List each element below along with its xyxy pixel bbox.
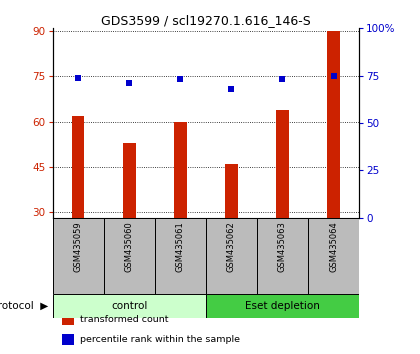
- Point: [75, 75, 81, 80]
- Bar: [104, 218, 155, 293]
- Bar: [62, 334, 74, 344]
- Bar: [123, 143, 136, 218]
- Text: GSM435059: GSM435059: [74, 222, 83, 272]
- Point: [126, 80, 133, 86]
- Text: GSM435063: GSM435063: [278, 222, 287, 273]
- Text: transformed count: transformed count: [80, 315, 168, 324]
- Text: GSM435064: GSM435064: [329, 222, 338, 272]
- Text: protocol  ▶: protocol ▶: [0, 301, 48, 311]
- Title: GDS3599 / scl19270.1.616_146-S: GDS3599 / scl19270.1.616_146-S: [101, 14, 311, 27]
- Bar: [206, 293, 359, 318]
- Text: Eset depletion: Eset depletion: [245, 301, 320, 311]
- Point: [177, 77, 184, 82]
- Bar: [276, 109, 289, 218]
- Bar: [52, 293, 206, 318]
- Bar: [52, 218, 104, 293]
- Text: GSM435062: GSM435062: [227, 222, 236, 272]
- Bar: [327, 31, 340, 218]
- Bar: [257, 218, 308, 293]
- Text: control: control: [111, 301, 147, 311]
- Bar: [225, 164, 238, 218]
- Bar: [206, 218, 257, 293]
- Bar: [155, 218, 206, 293]
- Point: [330, 73, 337, 79]
- Bar: [308, 218, 359, 293]
- Text: GSM435060: GSM435060: [125, 222, 134, 272]
- Bar: [174, 121, 186, 218]
- Bar: [62, 315, 74, 325]
- Point: [279, 77, 286, 82]
- Text: percentile rank within the sample: percentile rank within the sample: [80, 335, 240, 344]
- Point: [228, 86, 235, 92]
- Bar: [72, 115, 84, 218]
- Text: GSM435061: GSM435061: [176, 222, 185, 272]
